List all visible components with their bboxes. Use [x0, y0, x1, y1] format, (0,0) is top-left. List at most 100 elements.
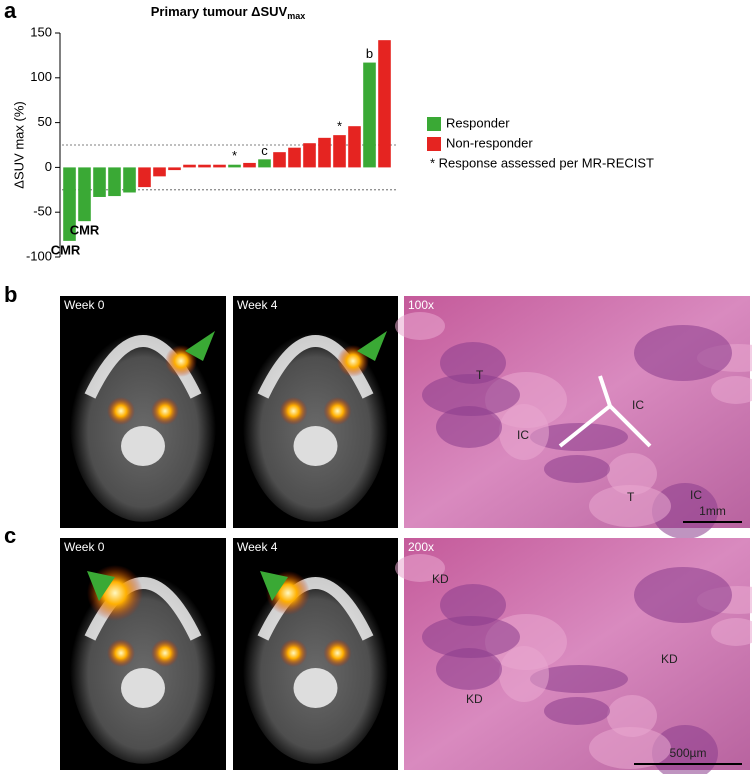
arrowhead [260, 571, 288, 601]
tissue-label: IC [690, 488, 702, 502]
histology-texture [436, 648, 502, 690]
histology-texture [607, 453, 657, 495]
legend-note: * Response assessed per MR-RECIST [430, 155, 654, 170]
tissue-label: T [476, 368, 484, 382]
image-label: 200x [408, 540, 434, 554]
panel-label: b [4, 282, 17, 307]
bar [138, 167, 151, 188]
histology-texture [422, 374, 520, 416]
bar [168, 167, 181, 171]
y-tick-label: -50 [33, 204, 52, 219]
ct-spine [121, 426, 165, 466]
y-tick-label: 50 [38, 114, 52, 129]
tissue-label: KD [661, 652, 678, 666]
bar [78, 167, 91, 222]
bar [153, 167, 166, 177]
y-tick-label: 150 [30, 24, 52, 39]
histology-texture [440, 584, 506, 626]
bar [198, 164, 211, 168]
bar-label: * [337, 119, 342, 134]
bar [258, 159, 271, 168]
histology-texture [440, 342, 506, 384]
bar [288, 147, 301, 168]
histology-cleft [558, 375, 652, 448]
image-label: Week 4 [237, 298, 278, 312]
histology-texture [436, 406, 502, 448]
bar [348, 126, 361, 168]
histology-texture [711, 376, 752, 404]
histology-texture [589, 485, 671, 527]
bar-label: CMR [51, 242, 81, 257]
ct-jaw [257, 577, 374, 641]
y-axis-label: ΔSUV max (%) [11, 101, 26, 188]
histology-texture [544, 697, 610, 725]
legend-swatch [427, 137, 441, 151]
histology-texture [530, 665, 628, 693]
ct-spine [293, 426, 338, 466]
arrowhead [357, 331, 387, 361]
bar [273, 152, 286, 168]
bar-label: c [261, 143, 268, 158]
bar-label: b [366, 46, 373, 61]
tissue-label: T [627, 490, 635, 504]
image-label: Week 0 [64, 298, 105, 312]
histology-texture [652, 725, 718, 774]
bar [378, 40, 391, 168]
ct-body [242, 564, 389, 764]
pet-uptake [107, 397, 135, 425]
histology-texture [634, 325, 732, 381]
arrowhead [87, 571, 115, 601]
legend-label: Non-responder [446, 135, 533, 150]
bar-label: CMR [70, 223, 100, 238]
histology-texture [422, 616, 520, 658]
panel-label: a [4, 0, 17, 23]
bar [243, 162, 256, 168]
image-label: Week 0 [64, 540, 105, 554]
histology-texture [499, 646, 549, 702]
chart-title: Primary tumour ΔSUVmax [151, 4, 306, 21]
bar [318, 137, 331, 168]
arrowhead [185, 331, 215, 361]
pet-uptake [323, 639, 352, 667]
bar-label: * [232, 148, 237, 163]
title-sub: max [287, 11, 305, 21]
panel-label: c [4, 523, 16, 548]
histology-texture [395, 554, 445, 582]
pet-uptake [279, 639, 308, 667]
pet-uptake [107, 639, 135, 667]
ct-spine [121, 668, 165, 708]
bar [303, 143, 316, 168]
bar [123, 167, 136, 193]
image-label: 100x [408, 298, 434, 312]
histology-texture [499, 404, 549, 460]
tissue-label: KD [466, 692, 483, 706]
pet-uptake [151, 639, 179, 667]
histology-texture [395, 312, 445, 340]
bar [333, 135, 346, 168]
bar [213, 164, 226, 168]
scale-bar-label: 1mm [699, 504, 726, 518]
legend-label: Responder [446, 115, 510, 130]
bar [228, 164, 241, 168]
y-tick-label: 0 [45, 159, 52, 174]
bar [363, 62, 376, 168]
pet-uptake [151, 397, 179, 425]
tissue-label: KD [432, 572, 449, 586]
pet-uptake [323, 397, 352, 425]
scale-bar-label: 500µm [670, 746, 707, 760]
title-main: Primary tumour ΔSUV [151, 4, 288, 19]
histology-texture [634, 567, 732, 623]
histology-texture [711, 618, 752, 646]
pet-uptake [279, 397, 308, 425]
histology-texture [530, 423, 628, 451]
histology-texture [544, 455, 610, 483]
bar [63, 167, 76, 241]
y-tick-label: 100 [30, 69, 52, 84]
histology-texture [589, 727, 671, 769]
image-label: Week 4 [237, 540, 278, 554]
histology-texture [652, 483, 718, 539]
bar [183, 164, 196, 168]
y-tick-label: -100 [26, 248, 52, 263]
legend-swatch [427, 117, 441, 131]
